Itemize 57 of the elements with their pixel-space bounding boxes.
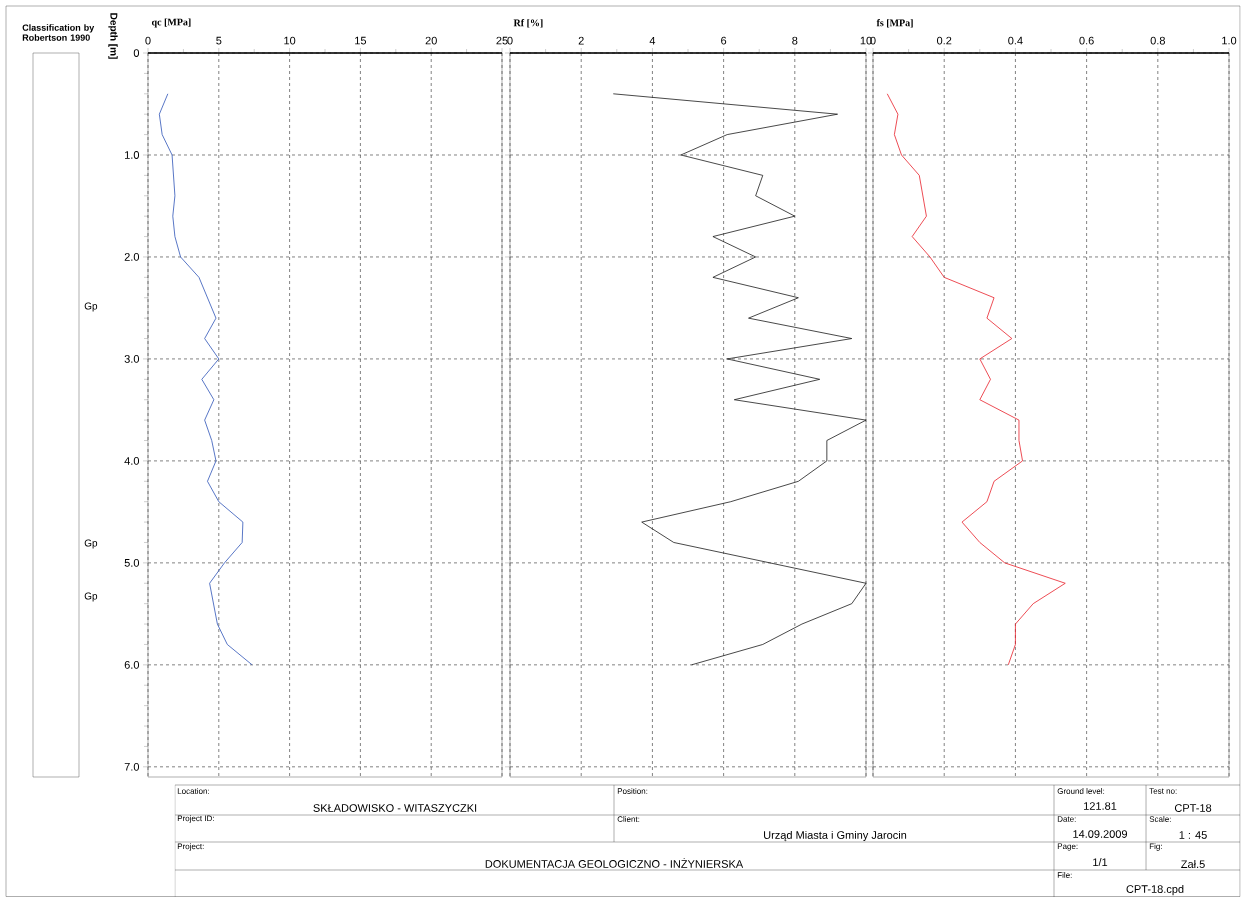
x-tick-label: 5 (216, 36, 222, 45)
x-tick-label: 0.2 (936, 36, 952, 45)
text: 1 : 45 (1179, 831, 1207, 839)
text: Gp (84, 592, 98, 602)
text: DOKUMENTACJA GEOLOGICZNO - INŻYNIERSKA (485, 858, 744, 868)
y-axis-title: Depth [m] (108, 13, 118, 59)
text: Zał.5 (1181, 859, 1205, 869)
text: Classification by Robertson 1990 (22, 24, 95, 41)
text: Scale: (1149, 816, 1171, 822)
text: 1/1 (1093, 857, 1108, 867)
x-axis-title: qc [MPa] (151, 18, 191, 28)
text: Position: (617, 788, 648, 794)
text: CPT-18.cpd (1126, 884, 1184, 896)
text: Fig: (1149, 843, 1162, 851)
text: Project ID: (177, 815, 214, 823)
x-tick-label: 10 (860, 36, 872, 45)
y-tick-label: 6.0 (124, 660, 140, 669)
x-tick-label: 10 (284, 36, 296, 45)
x-axis-title: Rf [%] (513, 19, 543, 28)
x-tick-label: 2 (578, 36, 584, 45)
x-tick-label: 6 (721, 36, 727, 45)
text: Date: (1057, 816, 1076, 822)
x-tick-label: 4 (649, 36, 656, 45)
text: Client: (617, 816, 640, 822)
x-tick-label: 0.8 (1150, 36, 1165, 45)
y-tick-label: 4.0 (124, 457, 140, 465)
x-tick-label: 25 (496, 36, 508, 45)
text: Project: (177, 843, 204, 851)
x-axis-title: fs [MPa] (876, 19, 913, 28)
text: 121.81 (1084, 802, 1117, 810)
y-tick-label: 3.0 (124, 355, 140, 363)
y-tick-label: 5.0 (124, 558, 140, 567)
x-tick-label: 15 (355, 36, 367, 45)
text: Test no: (1149, 788, 1177, 794)
y-tick-label: 0 (133, 49, 140, 57)
line-series (158, 93, 253, 666)
text: Urząd Miasta i Gminy Jarocin (764, 830, 907, 842)
text: SKŁADOWISKO - WITASZYCZKI (313, 804, 477, 812)
y-tick-label: 7.0 (124, 762, 140, 771)
text: CPT-18 (1174, 804, 1212, 812)
x-tick-label: 0.4 (1008, 36, 1023, 45)
text: Gp (84, 302, 98, 312)
y-tick-label: 2.0 (124, 253, 140, 261)
x-tick-label: 1.0 (1222, 36, 1237, 45)
x-tick-label: 0 (145, 36, 151, 45)
x-tick-label: 20 (425, 36, 437, 45)
x-tick-label: 0 (507, 36, 513, 45)
text: Ground level: (1057, 788, 1105, 794)
x-tick-label: 8 (792, 36, 798, 45)
text: File: (1057, 872, 1072, 878)
text: 14.09.2009 (1073, 830, 1128, 838)
text: Location: (177, 788, 209, 794)
x-tick-label: 0.6 (1079, 36, 1094, 45)
x-tick-label: 0 (870, 36, 876, 45)
text: Page: (1057, 843, 1078, 851)
text: Gp (84, 539, 98, 549)
y-tick-label: 1.0 (125, 151, 140, 159)
